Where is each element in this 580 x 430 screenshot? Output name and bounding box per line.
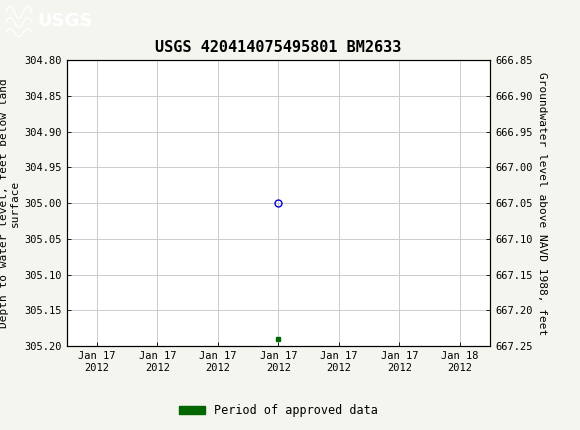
Y-axis label: Groundwater level above NAVD 1988, feet: Groundwater level above NAVD 1988, feet [536,71,546,335]
Legend: Period of approved data: Period of approved data [174,399,383,422]
Y-axis label: Depth to water level, feet below land
surface: Depth to water level, feet below land su… [0,78,20,328]
Text: USGS 420414075495801 BM2633: USGS 420414075495801 BM2633 [155,40,401,55]
Text: USGS: USGS [38,12,93,30]
